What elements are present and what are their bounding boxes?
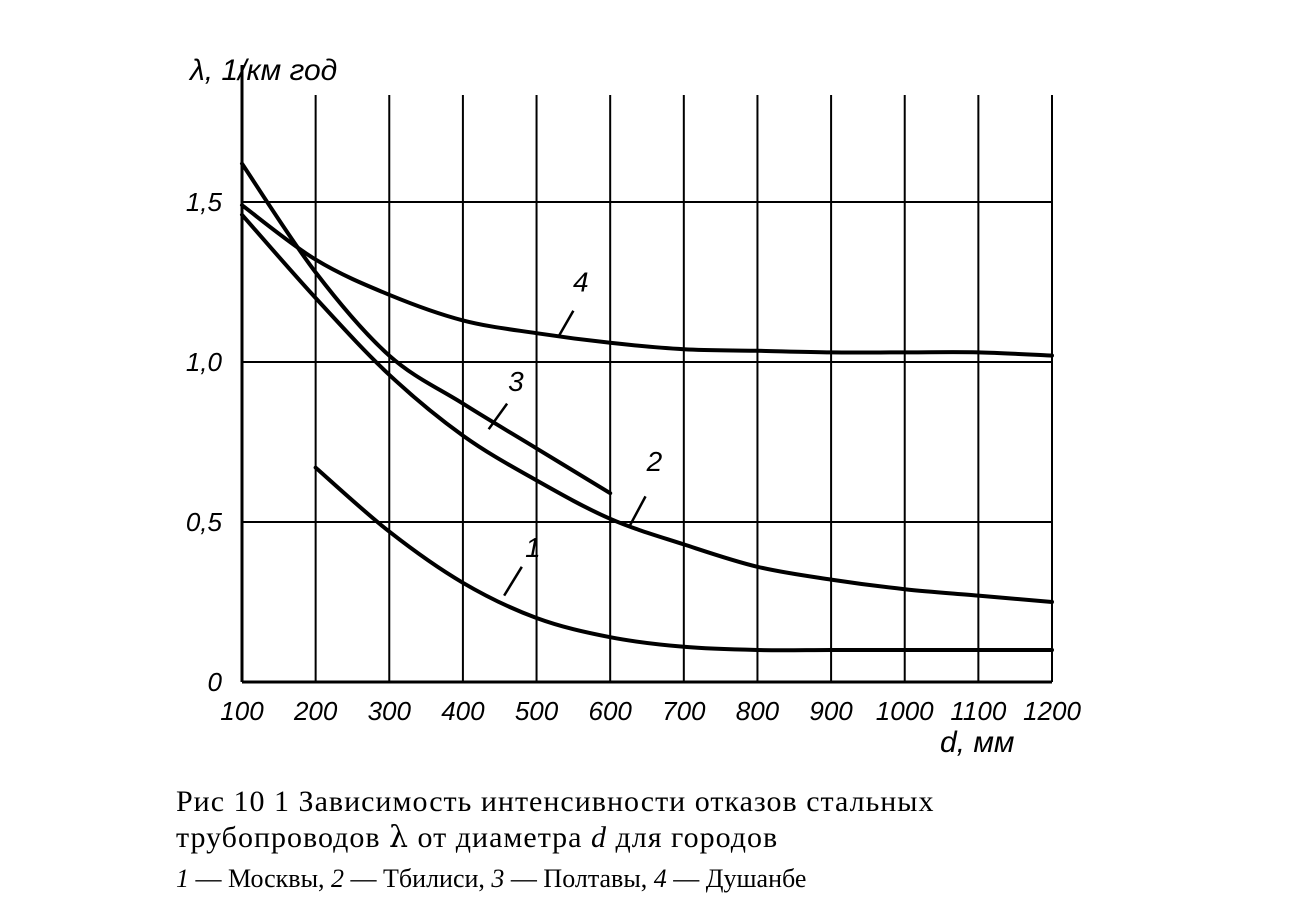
x-tick-label-1200: 1200 [1023, 696, 1081, 726]
x-tick-label-300: 300 [368, 696, 412, 726]
caption-lambda-symbol: λ [389, 820, 410, 855]
figure-chart: 100 200 300 400 500 600 700 800 900 1000 1100 1200 0… [186, 54, 1082, 759]
curve-leader-1 [503, 566, 523, 597]
legend-num-4: 4 [653, 864, 667, 893]
legend-text-4: — Душанбе [666, 864, 807, 893]
y-tick-label-1: 0,5 [186, 507, 223, 537]
label-layer: 1 2 3 4 [487, 267, 663, 597]
series-line-1 [313, 465, 1054, 653]
caption-legend: 1 — Москвы, 2 — Тбилиси, 3 — Полтавы, 4 … [176, 862, 1276, 896]
y-axis-title: λ, 1/км год [188, 54, 337, 87]
legend-text-3: — Полтавы, [504, 864, 654, 893]
curve-label-1: 1 [525, 532, 541, 563]
x-tick-label-700: 700 [662, 696, 706, 726]
curve-label-3: 3 [508, 366, 524, 397]
figure-caption: Рис 10 1 Зависимость интенсивности отказ… [176, 784, 1276, 896]
x-tick-label-500: 500 [515, 696, 559, 726]
x-tick-label-600: 600 [588, 696, 632, 726]
legend-text-2: — Тбилиси, [344, 864, 492, 893]
y-tick-label-2: 1,0 [186, 347, 223, 377]
caption-text-1: Рис 10 1 Зависимость интенсивности отказ… [176, 785, 935, 818]
caption-line-1: Рис 10 1 Зависимость интенсивности отказ… [176, 784, 1276, 820]
curve-label-4: 4 [573, 267, 589, 298]
series-line-2 [240, 212, 1054, 604]
caption-text-2c: для городов [607, 821, 779, 854]
caption-text-2a: трубопроводов [176, 821, 390, 854]
x-tick-label-1000: 1000 [876, 696, 934, 726]
caption-text-2b: от диаметра [409, 821, 591, 854]
legend-text-1: — Москвы, [189, 864, 332, 893]
curve-leader-4 [557, 310, 575, 338]
x-tick-label-100: 100 [220, 696, 264, 726]
x-tick-label-400: 400 [441, 696, 485, 726]
y-tick-label-0: 0 [208, 667, 223, 697]
x-tick-label-1100: 1100 [950, 696, 1006, 726]
curve-leader-2 [628, 495, 647, 526]
series-layer [240, 161, 1054, 653]
series-line-4 [240, 203, 1054, 358]
x-tick-label-800: 800 [736, 696, 780, 726]
legend-num-3: 3 [491, 864, 505, 893]
series-line-3 [240, 161, 613, 496]
caption-d-symbol: d [591, 821, 607, 854]
grid-layer [242, 95, 1053, 682]
caption-line-2: трубопроводов λ от диаметра d для городо… [176, 820, 1276, 856]
legend-num-1: 1 [176, 864, 189, 893]
y-tick-label-3: 1,5 [186, 187, 223, 217]
x-tick-label-900: 900 [809, 696, 853, 726]
x-tick-label-200: 200 [293, 696, 338, 726]
axis-layer: 100 200 300 400 500 600 700 800 900 1000 1100 1200 0… [186, 54, 1082, 759]
curve-label-2: 2 [646, 446, 663, 477]
legend-num-2: 2 [331, 864, 345, 893]
x-axis-title: d, мм [940, 726, 1015, 759]
curve-leader-3 [487, 402, 509, 430]
